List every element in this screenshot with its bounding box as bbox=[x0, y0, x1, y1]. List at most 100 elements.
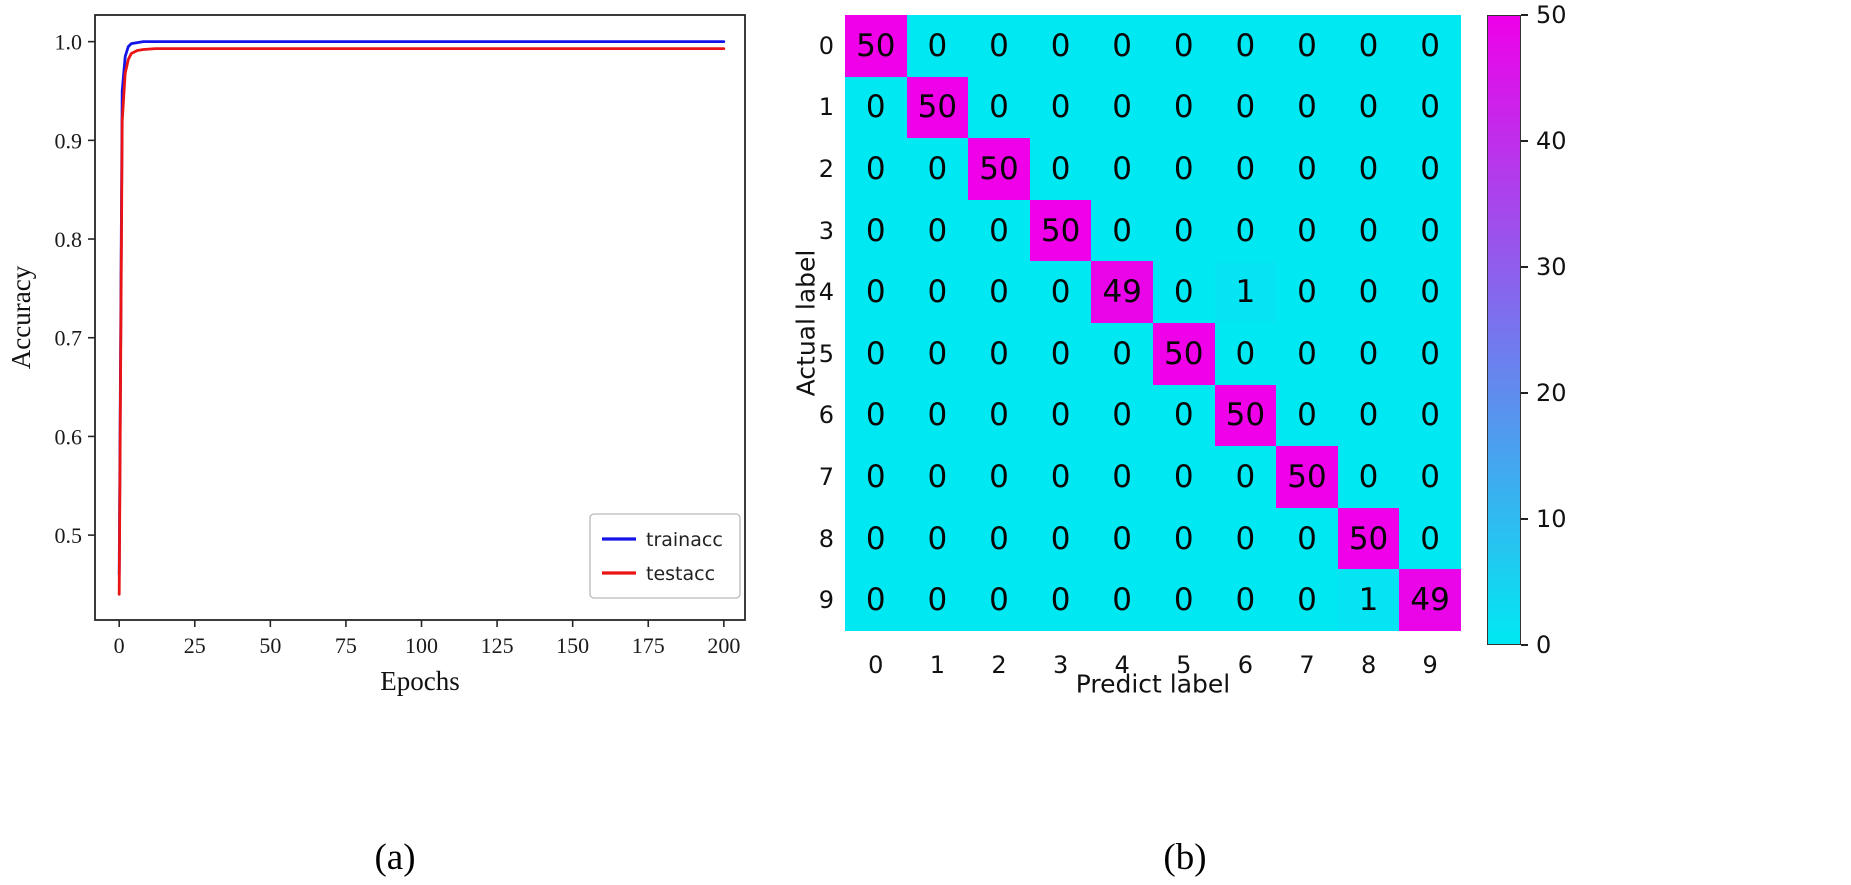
matrix-cell: 0 bbox=[1399, 261, 1461, 323]
matrix-cell: 0 bbox=[1337, 76, 1400, 139]
matrix-cell: 0 bbox=[1214, 507, 1277, 570]
y-tick-label: 2 bbox=[818, 155, 834, 183]
matrix-cell: 0 bbox=[1214, 446, 1277, 508]
matrix-cell: 50 bbox=[1337, 507, 1400, 570]
matrix-cell: 0 bbox=[1337, 322, 1400, 385]
colorbar-tick bbox=[1521, 644, 1528, 646]
y-tick-label: 0.7 bbox=[55, 326, 83, 351]
x-tick-label: 100 bbox=[405, 633, 438, 658]
y-tick-label: 4 bbox=[818, 278, 834, 307]
heatmap-y-axis-label: Actual label bbox=[791, 249, 821, 397]
y-tick-label: 8 bbox=[818, 524, 834, 553]
matrix-cell: 50 bbox=[968, 138, 1030, 200]
x-tick-label: 4 bbox=[1114, 651, 1130, 679]
caption-b: (b) bbox=[1163, 837, 1207, 878]
matrix-cell: 0 bbox=[1029, 507, 1092, 570]
matrix-cell: 0 bbox=[845, 384, 907, 447]
matrix-cell: 0 bbox=[1091, 569, 1153, 631]
y-tick-label: 9 bbox=[818, 586, 834, 615]
matrix-cell: 0 bbox=[1337, 15, 1400, 77]
matrix-cell: 0 bbox=[906, 199, 969, 262]
matrix-cell: 0 bbox=[1029, 138, 1092, 200]
matrix-cell: 0 bbox=[1091, 15, 1153, 77]
matrix-cell: 0 bbox=[1276, 138, 1338, 200]
matrix-cell: 0 bbox=[906, 446, 969, 508]
heatmap-x-axis-label: Predict label bbox=[1075, 669, 1231, 699]
matrix-cell: 50 bbox=[845, 15, 907, 77]
matrix-cell: 0 bbox=[1091, 138, 1153, 200]
matrix-cell: 1 bbox=[1337, 569, 1400, 631]
matrix-cell: 0 bbox=[1029, 384, 1092, 447]
matrix-cell: 0 bbox=[845, 569, 907, 631]
matrix-cell: 0 bbox=[1091, 322, 1153, 385]
y-tick-label: 7 bbox=[818, 463, 834, 491]
panel-b: 50 0 0 0 0 0 0 0 0 0 0 50 0 0 0 0 0 0 0 0 0 0 50 0 0 0 0 0 0 0 0 0 0 50 0 0… bbox=[790, 0, 1851, 885]
matrix-cell: 0 bbox=[1399, 15, 1461, 77]
matrix-cell: 0 bbox=[1029, 261, 1092, 323]
matrix-cell: 0 bbox=[1399, 199, 1461, 262]
y-tick-label: 0.6 bbox=[55, 424, 83, 449]
y-tick-label: 0.5 bbox=[55, 523, 83, 548]
colorbar-tick-label: 50 bbox=[1536, 1, 1567, 29]
legend-box bbox=[589, 513, 741, 599]
x-tick-label: 0 bbox=[868, 651, 884, 679]
colorbar bbox=[1487, 15, 1521, 645]
matrix-cell: 0 bbox=[906, 322, 969, 385]
matrix-cell: 0 bbox=[1276, 261, 1338, 323]
x-tick-label: 150 bbox=[556, 633, 589, 658]
matrix-cell: 0 bbox=[1152, 384, 1215, 447]
accuracy-line-chart: 0 25 50 75 100 125 150 175 200 0.5 0.6 0.7 0.8 0.9 1.0… bbox=[0, 0, 790, 716]
colorbar-tick bbox=[1521, 266, 1528, 268]
matrix-cell: 0 bbox=[1029, 569, 1092, 631]
matrix-cell: 0 bbox=[845, 199, 907, 262]
matrix-cell: 49 bbox=[1091, 261, 1153, 323]
colorbar-tick-label: 30 bbox=[1536, 253, 1567, 281]
matrix-cell: 0 bbox=[1091, 446, 1153, 508]
matrix-cell: 0 bbox=[968, 322, 1030, 385]
matrix-cell: 0 bbox=[1091, 384, 1153, 447]
x-tick-label: 0 bbox=[114, 633, 125, 658]
colorbar-tick-label: 20 bbox=[1536, 379, 1567, 407]
x-axis-label: Epochs bbox=[380, 666, 459, 696]
matrix-cell: 0 bbox=[1029, 322, 1092, 385]
x-tick-label: 2 bbox=[991, 651, 1007, 679]
panel-a: 0 25 50 75 100 125 150 175 200 0.5 0.6 0.7 0.8 0.9 1.0… bbox=[0, 0, 790, 885]
matrix-cell: 0 bbox=[968, 261, 1030, 323]
matrix-cell: 0 bbox=[1152, 199, 1215, 262]
matrix-cell: 0 bbox=[1029, 15, 1092, 77]
matrix-cell: 0 bbox=[906, 384, 969, 447]
x-tick-label: 25 bbox=[184, 633, 206, 658]
matrix-cell: 50 bbox=[1276, 446, 1338, 508]
matrix-cell: 0 bbox=[1276, 384, 1338, 447]
legend-testacc-label: testacc bbox=[646, 563, 715, 585]
y-tick-label: 6 bbox=[818, 401, 834, 430]
x-tick-label: 175 bbox=[632, 633, 665, 658]
y-tick-label: 1 bbox=[818, 93, 834, 122]
matrix-cell: 0 bbox=[1152, 76, 1215, 139]
matrix-cell: 0 bbox=[845, 76, 907, 139]
y-tick-label: 0.9 bbox=[55, 128, 83, 153]
matrix-cell: 0 bbox=[1337, 199, 1400, 262]
colorbar-tick bbox=[1521, 392, 1528, 394]
matrix-cell: 0 bbox=[1029, 446, 1092, 508]
x-tick-label: 50 bbox=[259, 633, 281, 658]
x-tick-label: 200 bbox=[707, 633, 740, 658]
colorbar-tick-label: 10 bbox=[1536, 505, 1567, 533]
colorbar-tick bbox=[1521, 518, 1528, 520]
x-tick-label: 125 bbox=[481, 633, 514, 658]
matrix-cell: 0 bbox=[968, 507, 1030, 570]
y-tick-label: 1.0 bbox=[55, 30, 83, 55]
x-tick-label: 7 bbox=[1299, 651, 1315, 679]
heatmap-grid: 50 0 0 0 0 0 0 0 0 0 0 50 0 0 0 0 0 0 0 0 0 0 50 0 0 0 0 0 0 0 0 0 0 50 0 0… bbox=[845, 15, 1461, 631]
matrix-cell: 0 bbox=[1276, 322, 1338, 385]
matrix-cell: 50 bbox=[1214, 384, 1277, 447]
matrix-cell: 0 bbox=[845, 322, 907, 385]
y-axis-label: Accuracy bbox=[6, 265, 36, 369]
matrix-cell: 0 bbox=[968, 15, 1030, 77]
matrix-cell: 0 bbox=[1214, 199, 1277, 262]
x-tick-label: 6 bbox=[1237, 651, 1254, 679]
matrix-cell: 0 bbox=[1337, 138, 1400, 200]
colorbar-tick-label: 40 bbox=[1536, 127, 1567, 155]
matrix-cell: 0 bbox=[1337, 384, 1400, 447]
